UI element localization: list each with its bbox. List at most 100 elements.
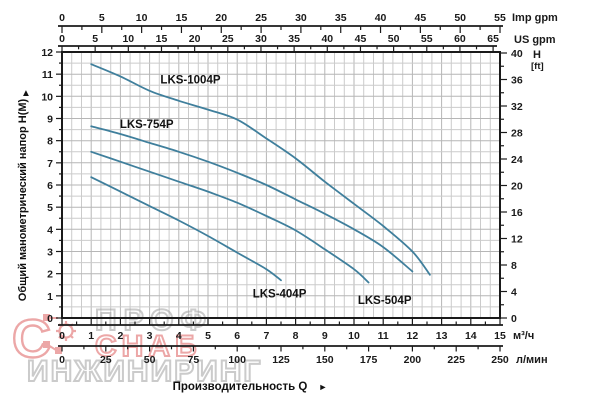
tick-label: 7 — [47, 158, 53, 170]
tick-label: 40 — [375, 12, 387, 24]
tick-label: 10 — [41, 91, 53, 103]
pump-curve-LKS-404P — [90, 176, 282, 282]
grid-layer — [61, 51, 501, 319]
x-axis-title-text: Производительность Q — [173, 381, 308, 393]
tick-label: 8 — [47, 136, 53, 148]
tick-label: 15 — [156, 33, 168, 45]
tick-label: 0 — [59, 354, 65, 366]
tick-label: 9 — [47, 114, 53, 126]
tick-label: 12 — [41, 47, 53, 59]
axis-lmin: 0 25 50 75 100 125 150 175 200 225 250 — [58, 345, 509, 366]
curve-label-LKS-404P: LKS-404P — [253, 289, 307, 301]
tick-label: 1 — [88, 330, 94, 342]
tick-label: 13 — [436, 330, 448, 342]
tick-label: 0 — [59, 330, 65, 342]
tick-label: 12 — [511, 234, 523, 246]
tick-label: 8 — [511, 260, 517, 272]
pump-curve-LKS-504P — [90, 150, 370, 284]
tick-label: 4 — [176, 330, 182, 342]
tick-label: 60 — [454, 33, 466, 45]
tick-label: 0 — [59, 12, 65, 24]
head-ft-label-unit: [ft] — [531, 61, 544, 72]
tick-label: 75 — [188, 354, 200, 366]
tick-label: 16 — [511, 207, 523, 219]
axis-imp-gpm: 0 5 10 15 20 25 30 35 40 45 50 55 — [58, 12, 506, 33]
tick-label: 5 — [47, 202, 53, 214]
tick-label: 6 — [234, 330, 240, 342]
imp-gpm-unit-label: Imp gpm — [512, 12, 558, 24]
tick-label: 15 — [494, 330, 506, 342]
tick-label: 100 — [228, 354, 246, 366]
tick-label: 125 — [272, 354, 290, 366]
tick-label: 6 — [47, 180, 53, 192]
tick-label: 8 — [293, 330, 299, 342]
tick-label: 25 — [100, 354, 112, 366]
tick-label: 45 — [355, 33, 367, 45]
tick-label: 0 — [59, 33, 65, 45]
curve-label-LKS-1004P: LKS-1004P — [160, 75, 220, 87]
tick-label: 20 — [189, 33, 201, 45]
tick-label: 5 — [205, 330, 211, 342]
tick-label: 40 — [321, 33, 333, 45]
curve-label-LKS-504P: LKS-504P — [358, 295, 412, 307]
curves-layer: LKS-1004P LKS-754P LKS-504P LKS-404P — [90, 63, 431, 307]
tick-label: 32 — [511, 101, 523, 113]
lmin-unit-label: л/мин — [516, 354, 548, 366]
tick-label: 175 — [360, 354, 378, 366]
tick-label: 5 — [99, 12, 105, 24]
tick-label: 25 — [222, 33, 234, 45]
tick-label: 5 — [92, 33, 98, 45]
tick-label: 0 — [47, 313, 53, 325]
tick-label: 11 — [42, 69, 53, 81]
tick-label: 10 — [348, 330, 360, 342]
tick-label: 10 — [136, 12, 148, 24]
tick-label: 3 — [47, 247, 53, 259]
tick-label: 30 — [295, 12, 307, 24]
tick-label: 4 — [47, 224, 53, 236]
tick-label: 35 — [335, 12, 347, 24]
tick-label: 15 — [176, 12, 188, 24]
tick-label: 225 — [447, 354, 465, 366]
pump-curve-LKS-1004P — [90, 63, 431, 276]
curve-label-LKS-754P: LKS-754P — [120, 119, 174, 131]
y-axis-title: Общий манометрический напор Н(М) — [17, 98, 29, 301]
tick-label: 9 — [322, 330, 328, 342]
tick-label: 2 — [117, 330, 123, 342]
tick-label: 200 — [404, 354, 422, 366]
tick-label: 55 — [421, 33, 433, 45]
pump-curve-LKS-754P — [90, 125, 414, 273]
head-ft-label-h: H — [533, 49, 541, 61]
watermark-word-engineering: ИНЖИНИРИНГ — [27, 355, 262, 388]
tick-label: 40 — [511, 48, 523, 60]
watermark: С ПРОФ СНАБ ИНЖИНИРИНГ — [11, 303, 262, 389]
tick-label: 55 — [494, 12, 506, 24]
watermark-word-prof: ПРОФ — [95, 304, 213, 337]
tick-label: 7 — [263, 330, 269, 342]
tick-label: 65 — [487, 33, 499, 45]
axis-head-ft: 0 4 8 12 16 20 24 28 32 36 40 — [500, 48, 523, 325]
tick-label: 2 — [47, 269, 53, 281]
tick-label: 3 — [147, 330, 153, 342]
tick-label: 24 — [511, 154, 523, 166]
tick-label: 150 — [316, 354, 334, 366]
us-gpm-unit-label: US gpm — [514, 34, 556, 46]
tick-label: 20 — [511, 181, 523, 193]
tick-label: 25 — [255, 12, 267, 24]
tick-label: 35 — [288, 33, 300, 45]
tick-label: 20 — [215, 12, 227, 24]
axis-m3h: 0 1 2 3 4 5 6 7 8 9 10 11 12 13 14 15 — [58, 319, 506, 342]
x-axis-title: Производительность Q ► — [173, 381, 328, 393]
tick-label: 1 — [47, 291, 53, 303]
tick-label: 14 — [465, 330, 477, 342]
m3h-unit-label: м³/ч — [513, 330, 534, 342]
tick-label: 30 — [255, 33, 267, 45]
x-axis-title-arrow-icon: ► — [319, 382, 328, 392]
tick-label: 50 — [144, 354, 156, 366]
tick-label: 10 — [122, 33, 134, 45]
tick-label: 28 — [511, 128, 523, 140]
tick-label: 50 — [388, 33, 400, 45]
tick-label: 4 — [511, 287, 517, 299]
